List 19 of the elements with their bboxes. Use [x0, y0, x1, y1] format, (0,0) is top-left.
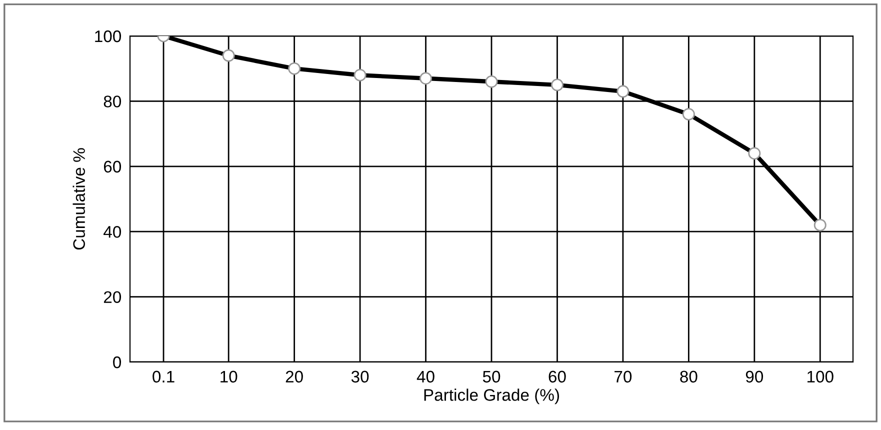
- x-tick-label: 90: [746, 370, 764, 383]
- x-tick-label: 0.1: [152, 370, 174, 383]
- y-tick-label: 100: [95, 30, 122, 42]
- x-tick-label: 10: [220, 370, 238, 383]
- y-axis-title: Cumulative %: [72, 148, 86, 250]
- y-tick-label: 0: [113, 356, 122, 368]
- x-axis-title: Particle Grade (%): [424, 388, 560, 404]
- x-tick-label: 70: [614, 370, 632, 383]
- y-tick-label: 20: [104, 291, 122, 304]
- y-tick-label: 40: [104, 226, 122, 238]
- x-tick-label: 100: [808, 370, 834, 383]
- x-tick-label: 30: [351, 370, 369, 383]
- y-tick-label: 80: [104, 96, 122, 108]
- x-tick-label: 60: [548, 370, 566, 383]
- x-tick-label: 50: [482, 370, 500, 383]
- x-tick-label: 80: [680, 370, 698, 383]
- x-tick-label: 20: [286, 370, 303, 383]
- x-tick-label: 40: [416, 370, 434, 383]
- y-tick-label: 60: [104, 160, 122, 173]
